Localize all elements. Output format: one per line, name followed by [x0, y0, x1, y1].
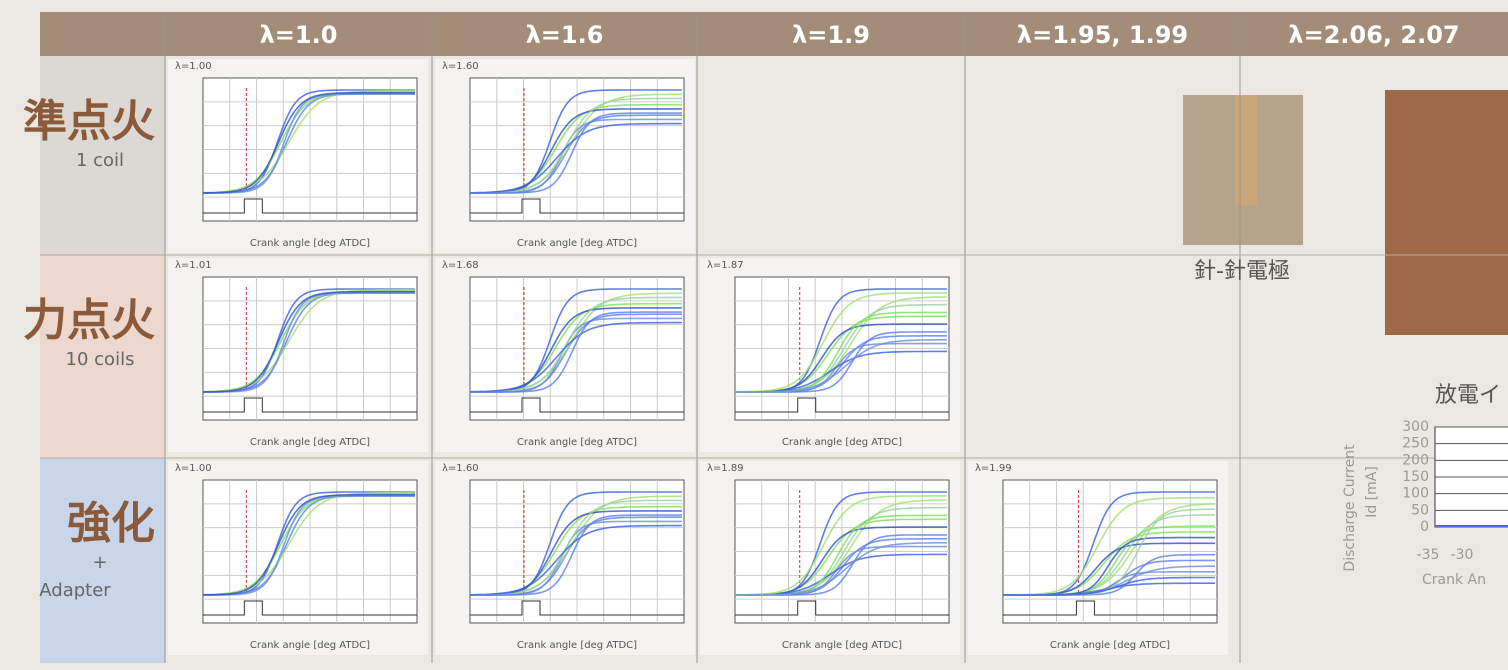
panel-x-label: Crank angle [deg ATDC] [517, 437, 637, 448]
y-tick-label: 150 [1402, 469, 1429, 485]
column-header: λ=1.0 [260, 21, 338, 49]
curve [202, 493, 415, 596]
electrode-thread [1235, 95, 1257, 205]
curve [470, 112, 682, 194]
panel-label: λ=1.01 [175, 260, 212, 271]
curve [469, 524, 682, 596]
pulse [203, 198, 417, 214]
plot-panel: λ=1.89 Crank angle [deg ATDC] [700, 461, 960, 655]
panel-label: λ=1.87 [707, 260, 744, 271]
pulse [470, 397, 684, 413]
x-axis-label: Crank An [1422, 572, 1486, 588]
x-tick-label: -35 [1417, 547, 1440, 563]
panel-x-label: Crank angle [deg ATDC] [782, 640, 902, 651]
curve [469, 122, 682, 194]
electrode-caption: 針-針電極 [1194, 259, 1290, 284]
column-header: λ=1.6 [526, 21, 604, 49]
row-label: 準点火 [23, 96, 155, 147]
row-sublabel: 10 coils [66, 349, 135, 370]
row-sublabel: Adapter [39, 580, 111, 601]
plot-panel: λ=1.01 Crank angle [deg ATDC] [168, 258, 428, 452]
row-sublabel: + [92, 552, 107, 573]
panel-label: λ=1.89 [707, 463, 744, 474]
panel-label: λ=1.60 [442, 61, 479, 72]
column-header: λ=1.9 [792, 21, 870, 49]
y-tick-label: 50 [1411, 502, 1429, 518]
curve [735, 542, 947, 596]
pulse [735, 600, 949, 616]
x-tick-label: -30 [1451, 547, 1474, 563]
row-label: 力点火 [23, 295, 155, 346]
plot-panel: λ=1.68 Crank angle [deg ATDC] [435, 258, 695, 452]
panel-x-label: Crank angle [deg ATDC] [782, 437, 902, 448]
curve [469, 321, 682, 393]
panel-label: λ=1.00 [175, 61, 212, 72]
panel-x-label: Crank angle [deg ATDC] [250, 640, 370, 651]
curve [1003, 576, 1215, 596]
plot-panel: λ=1.60 Crank angle [deg ATDC] [435, 461, 695, 655]
discharge-title: 放電イ [1435, 383, 1501, 408]
pulse [1003, 600, 1217, 616]
panel-x-label: Crank angle [deg ATDC] [517, 238, 637, 249]
panel-x-label: Crank angle [deg ATDC] [250, 238, 370, 249]
panel-x-label: Crank angle [deg ATDC] [1050, 640, 1170, 651]
photo [1385, 90, 1508, 335]
row-bg [40, 255, 165, 458]
panel-label: λ=1.00 [175, 463, 212, 474]
y-tick-label: 100 [1402, 486, 1429, 502]
row-bg [40, 56, 165, 255]
column-header: λ=1.95, 1.99 [1017, 21, 1188, 49]
row-bg [40, 458, 165, 663]
pulse [735, 397, 949, 413]
curve [202, 290, 415, 393]
panel-x-label: Crank angle [deg ATDC] [517, 640, 637, 651]
curve [734, 495, 947, 596]
curve [203, 495, 415, 596]
panel-x-label: Crank angle [deg ATDC] [250, 437, 370, 448]
curve [203, 292, 415, 393]
y-tick-label: 300 [1402, 419, 1429, 435]
row-sublabel: 1 coil [76, 150, 124, 171]
y-tick-label: 200 [1402, 452, 1429, 468]
plot-panel: λ=1.99 Crank angle [deg ATDC] [968, 461, 1228, 655]
y-axis-unit: Id [mA] [1364, 466, 1380, 518]
panel-label: λ=1.99 [975, 463, 1012, 474]
pulse [470, 198, 684, 214]
plot-panel: λ=1.87 Crank angle [deg ATDC] [700, 258, 960, 452]
curve [735, 339, 947, 393]
plot-panel: λ=1.00 Crank angle [deg ATDC] [168, 59, 428, 253]
curve [470, 514, 682, 596]
curve [470, 311, 682, 393]
panel-label: λ=1.68 [442, 260, 479, 271]
curve [734, 292, 947, 393]
pulse [203, 397, 417, 413]
row-label: 強化 [67, 498, 155, 549]
panel-label: λ=1.60 [442, 463, 479, 474]
column-header: λ=2.06, 2.07 [1288, 21, 1459, 49]
pulse [203, 600, 417, 616]
header-bar [40, 12, 1508, 56]
y-axis-label: Discharge Current [1342, 444, 1358, 572]
pulse [470, 600, 684, 616]
y-tick-label: 0 [1420, 519, 1429, 535]
plot-panel: λ=1.00 Crank angle [deg ATDC] [168, 461, 428, 655]
curve [203, 93, 415, 194]
plot-panel: λ=1.60 Crank angle [deg ATDC] [435, 59, 695, 253]
y-tick-label: 250 [1402, 436, 1429, 452]
curve [1003, 496, 1215, 596]
curve [202, 91, 415, 194]
